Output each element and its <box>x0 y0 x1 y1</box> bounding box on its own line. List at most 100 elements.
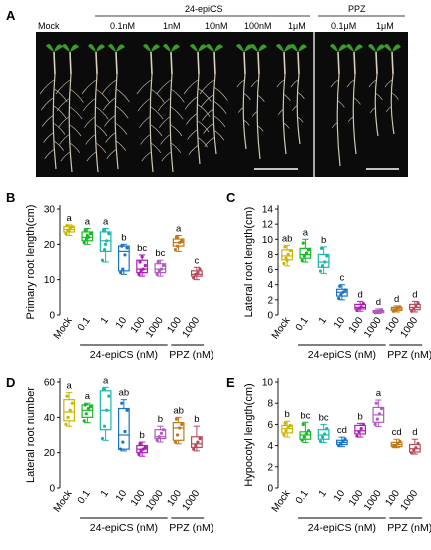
lateral-root <box>213 130 225 141</box>
significance-letter: ab <box>119 388 130 399</box>
data-point <box>355 434 359 438</box>
x-tick-label: 10 <box>114 315 130 331</box>
data-point <box>102 248 107 252</box>
data-point <box>121 267 125 271</box>
data-point <box>125 408 129 412</box>
lateral-root <box>139 115 152 128</box>
data-point <box>140 255 144 259</box>
lane-label-mock: Mock <box>38 21 60 31</box>
x-tick-label: 1 <box>99 488 111 499</box>
significance-letter: d <box>412 289 417 300</box>
significance-letter: cd <box>392 427 402 438</box>
data-point <box>286 425 290 430</box>
hypocotyl <box>197 51 200 75</box>
lateral-root <box>369 106 377 113</box>
data-point <box>288 423 292 428</box>
lateral-root <box>85 133 97 145</box>
data-point <box>175 244 180 248</box>
data-point <box>319 246 324 250</box>
data-point <box>343 288 347 292</box>
primary-root <box>169 73 174 173</box>
data-point <box>178 240 182 245</box>
data-point <box>84 237 88 241</box>
data-point <box>343 437 347 441</box>
box <box>299 247 312 259</box>
lateral-root <box>203 122 215 134</box>
data-point <box>320 264 325 268</box>
x-tick-label: 10 <box>114 488 130 504</box>
data-point <box>82 419 86 423</box>
data-point <box>141 447 145 451</box>
lateral-root <box>184 96 199 110</box>
cotyledon-leaf <box>62 44 79 52</box>
lateral-root <box>186 112 199 125</box>
significance-letter: ab <box>173 405 184 416</box>
lateral-root <box>257 95 265 102</box>
box <box>99 231 112 252</box>
data-point <box>139 449 143 453</box>
y-tick-label: 8 <box>267 399 273 410</box>
cotyledon-leaf <box>290 44 307 52</box>
data-point <box>83 228 87 232</box>
x-tick-label: 0.1 <box>76 488 93 506</box>
data-point <box>282 433 286 437</box>
significance-letter: a <box>66 213 72 224</box>
data-point <box>83 403 87 407</box>
group-label-epics: 24-epiCS (nM) <box>90 522 158 534</box>
significance-letter: bc <box>155 248 165 259</box>
lateral-root <box>243 93 251 100</box>
lateral-root <box>213 101 227 114</box>
data-point <box>284 429 288 433</box>
data-point <box>82 240 86 245</box>
y-tick-label: 8 <box>267 250 273 261</box>
significance-letter: c <box>340 273 345 284</box>
box <box>354 424 367 435</box>
lateral-root <box>291 104 299 111</box>
panel-letter-b: B <box>6 190 16 205</box>
lateral-root <box>170 88 185 103</box>
lateral-root <box>86 151 97 162</box>
data-point <box>410 309 414 313</box>
group-label-epics: 24-epiCS (nM) <box>308 349 376 361</box>
lateral-root <box>69 142 81 153</box>
x-tick-label: Mock <box>52 488 75 515</box>
photo-group-label-epics: 24-epiCS <box>185 4 223 14</box>
data-point <box>325 427 329 431</box>
y-tick-label: 6 <box>267 265 273 276</box>
panel-letter-a: A <box>6 8 16 23</box>
data-point <box>286 252 290 257</box>
primary-root <box>94 73 99 173</box>
y-tick-label: 0 <box>267 484 273 495</box>
data-point <box>300 438 304 442</box>
x-tick-label: 0.1 <box>294 315 311 333</box>
data-point <box>157 435 161 439</box>
x-tick-label: 10 <box>332 315 348 331</box>
lateral-root <box>161 151 172 162</box>
primary-root <box>114 73 119 170</box>
lateral-root <box>375 93 383 101</box>
data-point <box>174 235 179 239</box>
significance-letter: bc <box>137 243 147 254</box>
lateral-root <box>290 79 299 88</box>
data-point <box>120 244 124 248</box>
lateral-root <box>346 79 355 88</box>
lateral-root <box>102 97 117 111</box>
data-point <box>104 242 108 246</box>
lateral-root <box>69 106 83 120</box>
cotyledon-leaf <box>250 44 267 52</box>
panel-letter-e: E <box>226 375 235 390</box>
lateral-root <box>160 133 172 145</box>
lateral-root <box>283 122 290 129</box>
data-point <box>318 439 323 443</box>
panel-letter-c: C <box>226 190 236 205</box>
data-point <box>359 305 363 309</box>
data-point <box>85 233 89 238</box>
data-point <box>414 446 418 450</box>
data-point <box>192 447 196 451</box>
lateral-root <box>200 94 215 108</box>
primary-root <box>68 73 73 173</box>
seedling-photo <box>36 32 408 177</box>
cotyledon-leaf <box>384 44 401 52</box>
lateral-root <box>250 79 259 88</box>
